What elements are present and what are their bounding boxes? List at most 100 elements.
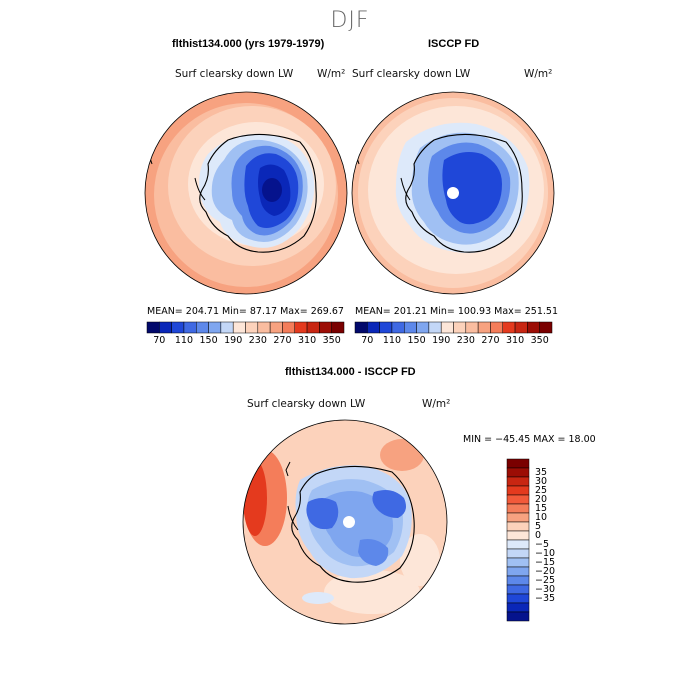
right-colorbar-swatch	[416, 321, 430, 334]
diff-colorbar-swatch	[506, 494, 530, 505]
diff-colorbar-swatch	[506, 503, 530, 514]
diff-colorbar-tick-label: 5	[535, 520, 542, 532]
right-colorbar-tick-label: 110	[382, 335, 401, 346]
diff-colorbar-swatch	[506, 566, 530, 577]
left-colorbar-swatch	[294, 321, 308, 334]
top-colorbars	[146, 321, 553, 334]
left-colorbar-swatch	[282, 321, 295, 334]
diff-colorbar-tick-label: 25	[535, 484, 548, 496]
right-colorbar-swatch	[428, 321, 442, 334]
right-colorbar-swatch	[391, 321, 405, 334]
left-stats: MEAN= 204.71 Min= 87.17 Max= 269.67	[147, 306, 344, 317]
diff-colorbar-tick-label: −10	[535, 547, 556, 559]
diff-colorbar-tick-label: 15	[535, 502, 548, 514]
diff-colorbar-tick-label: 20	[535, 493, 548, 505]
right-colorbar-swatch	[440, 321, 454, 334]
left-colorbar-swatch	[220, 321, 234, 334]
right-stats: MEAN= 201.21 Min= 100.93 Max= 251.51	[355, 306, 559, 317]
right-colorbar-swatch	[527, 321, 540, 334]
diff-colorbar-tick-label: 10	[535, 511, 548, 523]
left-colorbar-swatch	[208, 321, 222, 334]
left-colorbar-swatch	[146, 321, 160, 334]
right-colorbar-swatch	[453, 321, 467, 334]
diff-colorbar-swatch	[506, 602, 530, 613]
left-colorbar-swatch	[269, 321, 283, 334]
right-colorbar-tick-label: 230	[456, 335, 475, 346]
diff-colorbar-swatch	[506, 458, 530, 469]
diff-colorbar-swatch	[506, 539, 530, 550]
left-colorbar-tick-label: 70	[153, 335, 166, 346]
diff-colorbar-swatch	[506, 557, 530, 568]
diff-colorbar-tick-label: 35	[535, 466, 548, 478]
diff-colorbar-swatch	[506, 521, 530, 532]
left-colorbar-swatch	[257, 321, 271, 334]
left-polar-map	[145, 92, 347, 294]
diff-colorbar-swatch	[506, 611, 530, 622]
page-title: DJF	[330, 8, 370, 33]
right-polar-map	[352, 92, 554, 294]
diff-colorbar-swatch	[506, 512, 530, 523]
diff-colorbar-tick-label: −25	[535, 574, 556, 586]
left-colorbar-swatch	[232, 321, 246, 334]
right-colorbar-tick-label: 310	[505, 335, 525, 346]
right-colorbar-swatch	[367, 321, 380, 334]
left-colorbar-tick-label: 350	[322, 335, 341, 346]
diff-variable-label: Surf clearsky down LW	[247, 398, 366, 410]
left-colorbar-swatch	[183, 321, 197, 334]
left-colorbar-tick-label: 110	[174, 335, 193, 346]
left-variable-label: Surf clearsky down LW	[175, 68, 294, 80]
left-colorbar-swatch	[196, 321, 209, 334]
left-colorbar-swatch	[331, 321, 345, 334]
diff-stats: MIN = −45.45 MAX = 18.00	[463, 434, 596, 445]
right-panel-title: ISCCP FD	[428, 38, 480, 50]
right-colorbar-tick-label: 190	[432, 335, 451, 346]
diff-colorbar-tick-label: −15	[535, 556, 556, 568]
left-colorbar-swatch	[171, 321, 185, 334]
diff-colorbar-swatch	[506, 548, 530, 559]
diff-colorbar-swatch	[506, 584, 530, 595]
right-colorbar-tick-label: 70	[361, 335, 374, 346]
right-colorbar-tick-label: 150	[407, 335, 426, 346]
right-colorbar-swatch	[502, 321, 516, 334]
difference-colorbar	[506, 458, 530, 622]
diff-colorbar-tick-label: 0	[535, 529, 542, 541]
right-colorbar-swatch	[465, 321, 479, 334]
difference-polar-map	[243, 420, 447, 624]
left-colorbar-swatch	[306, 321, 320, 334]
diff-colorbar-tick-label: −20	[535, 565, 556, 577]
left-colorbar-swatch	[319, 321, 332, 334]
diff-colorbar-swatch	[506, 593, 530, 604]
diff-colorbar-tick-label: −5	[535, 538, 550, 550]
diff-colorbar-tick-label: −35	[535, 592, 556, 604]
left-colorbar-swatch	[245, 321, 259, 334]
left-units-label: W/m²	[317, 68, 346, 80]
left-colorbar-swatch	[159, 321, 172, 334]
right-colorbar-tick-label: 350	[530, 335, 549, 346]
diff-units-label: W/m²	[422, 398, 451, 410]
diff-panel-title: flthist134.000 - ISCCP FD	[285, 366, 416, 378]
right-colorbar-swatch	[404, 321, 417, 334]
right-colorbar-swatch	[539, 321, 553, 334]
diff-colorbar-tick-label: 30	[535, 475, 548, 487]
diff-colorbar-swatch	[506, 485, 530, 496]
left-colorbar-tick-label: 190	[224, 335, 243, 346]
diff-colorbar-swatch	[506, 467, 530, 478]
diff-colorbar-tick-label: −30	[535, 583, 556, 595]
right-colorbar-swatch	[514, 321, 528, 334]
right-colorbar-swatch	[379, 321, 393, 334]
left-panel-title: flthist134.000 (yrs 1979-1979)	[172, 38, 325, 50]
left-colorbar-tick-label: 230	[248, 335, 267, 346]
diff-colorbar-swatch	[506, 476, 530, 487]
right-colorbar-tick-label: 270	[481, 335, 500, 346]
diff-colorbar-swatch	[506, 530, 530, 541]
right-colorbar-swatch	[490, 321, 503, 334]
right-colorbar-swatch	[354, 321, 368, 334]
left-colorbar-tick-label: 310	[297, 335, 317, 346]
left-colorbar-tick-label: 150	[199, 335, 218, 346]
right-colorbar-swatch	[477, 321, 491, 334]
right-units-label: W/m²	[524, 68, 553, 80]
diff-colorbar-swatch	[506, 575, 530, 586]
right-variable-label: Surf clearsky down LW	[352, 68, 471, 80]
left-colorbar-tick-label: 270	[273, 335, 292, 346]
